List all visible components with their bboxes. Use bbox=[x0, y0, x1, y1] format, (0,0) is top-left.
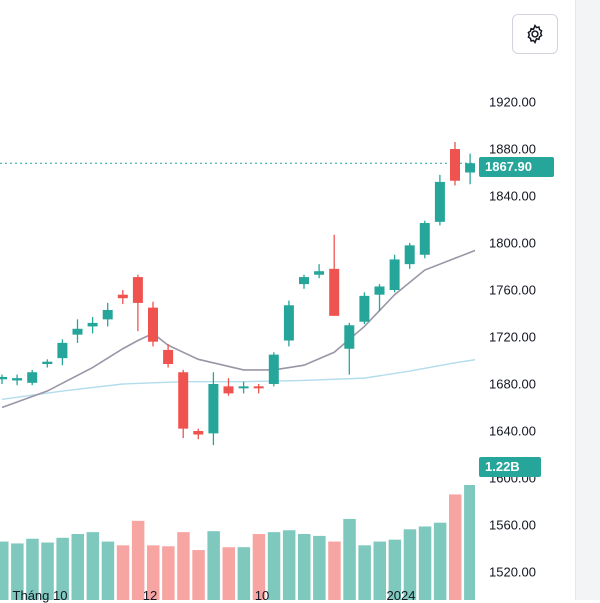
ma-long-line bbox=[1, 359, 475, 400]
volume-bar bbox=[433, 522, 447, 600]
candle-body bbox=[450, 149, 460, 181]
volume-bar bbox=[343, 518, 356, 600]
time-label: 10 bbox=[254, 588, 270, 603]
candle-body bbox=[465, 163, 475, 173]
volume-bar bbox=[464, 485, 475, 600]
price-tick: 1640.00 bbox=[489, 423, 536, 439]
volume-bar bbox=[388, 539, 402, 600]
volume-bar bbox=[358, 545, 371, 600]
candle-body bbox=[283, 305, 294, 341]
candle-body bbox=[57, 342, 68, 359]
volume-bar bbox=[192, 550, 205, 600]
last-price-label: 1867.90 bbox=[479, 157, 554, 177]
candle-body bbox=[87, 322, 98, 327]
volume-bar bbox=[328, 541, 341, 600]
candle-body bbox=[359, 295, 370, 322]
gear-icon bbox=[527, 24, 543, 44]
candle-body bbox=[27, 372, 38, 383]
volume-bar bbox=[56, 537, 69, 600]
candle-body bbox=[344, 325, 355, 349]
candlestick-chart[interactable] bbox=[0, 0, 475, 600]
volume-bar bbox=[71, 534, 84, 600]
candle-body bbox=[72, 328, 83, 335]
volume-bar bbox=[373, 541, 386, 600]
price-tick: 1720.00 bbox=[489, 329, 536, 345]
volume-bar bbox=[222, 547, 235, 600]
candle-body bbox=[329, 268, 340, 316]
candle-body bbox=[268, 354, 279, 384]
candle-body bbox=[238, 386, 249, 389]
volume-bar bbox=[86, 532, 100, 600]
volume-bar bbox=[403, 529, 417, 600]
volume-bar bbox=[11, 543, 24, 600]
right-panel-edge bbox=[575, 0, 600, 600]
volume-bar bbox=[418, 526, 432, 600]
candle-body bbox=[374, 286, 385, 295]
price-tick: 1680.00 bbox=[489, 376, 536, 392]
candle-body bbox=[314, 271, 325, 275]
volume-bar bbox=[116, 545, 130, 600]
price-tick: 1520.00 bbox=[489, 564, 536, 580]
candle-body bbox=[42, 361, 53, 365]
volume-bar bbox=[298, 534, 311, 600]
volume-bar bbox=[26, 538, 39, 600]
candle-body bbox=[299, 277, 309, 285]
volume-bar bbox=[207, 531, 220, 600]
volume-bar bbox=[101, 541, 115, 600]
volume-bar bbox=[162, 546, 175, 600]
volume-bar bbox=[177, 532, 190, 600]
price-tick: 1880.00 bbox=[489, 141, 536, 157]
candle-body bbox=[0, 376, 7, 380]
volume-bar bbox=[449, 494, 462, 600]
volume-bar bbox=[282, 530, 296, 600]
time-label: 12 bbox=[142, 588, 158, 603]
candle-body bbox=[102, 309, 113, 320]
volume-bar bbox=[313, 535, 326, 600]
candle-body bbox=[163, 349, 174, 365]
price-tick: 1800.00 bbox=[489, 235, 536, 251]
candle-body bbox=[193, 431, 204, 435]
settings-button[interactable] bbox=[512, 14, 558, 54]
candle-body bbox=[132, 277, 143, 303]
volume-bar bbox=[0, 541, 9, 600]
candle-body bbox=[404, 245, 415, 265]
time-label: Tháng 10 bbox=[12, 588, 68, 603]
volume-label: 1.22B bbox=[479, 457, 541, 477]
price-axis[interactable]: 1920.00 1880.00 1840.00 1800.00 1760.00 … bbox=[475, 0, 600, 600]
chart-area[interactable] bbox=[0, 0, 475, 600]
candle-body bbox=[12, 378, 23, 381]
candle-body bbox=[253, 386, 264, 389]
price-tick: 1560.00 bbox=[489, 517, 536, 533]
candle-body bbox=[178, 372, 189, 429]
volume-bar bbox=[147, 545, 160, 600]
price-tick: 1840.00 bbox=[489, 188, 536, 204]
ma-short-line bbox=[1, 249, 475, 409]
price-tick: 1920.00 bbox=[489, 94, 536, 110]
candle-body bbox=[223, 386, 234, 394]
candle-body bbox=[389, 259, 400, 290]
volume-bar bbox=[41, 542, 54, 600]
volume-bar bbox=[131, 520, 145, 600]
volume-bar bbox=[267, 532, 281, 600]
candle-body bbox=[419, 223, 430, 255]
volume-bar bbox=[252, 534, 266, 600]
candle-body bbox=[148, 307, 158, 342]
candle-body bbox=[208, 384, 219, 434]
price-tick: 1760.00 bbox=[489, 282, 536, 298]
candle-body bbox=[117, 294, 128, 299]
time-label: 2024 bbox=[386, 588, 416, 603]
volume-bar bbox=[237, 547, 251, 600]
candle-body bbox=[434, 181, 445, 222]
